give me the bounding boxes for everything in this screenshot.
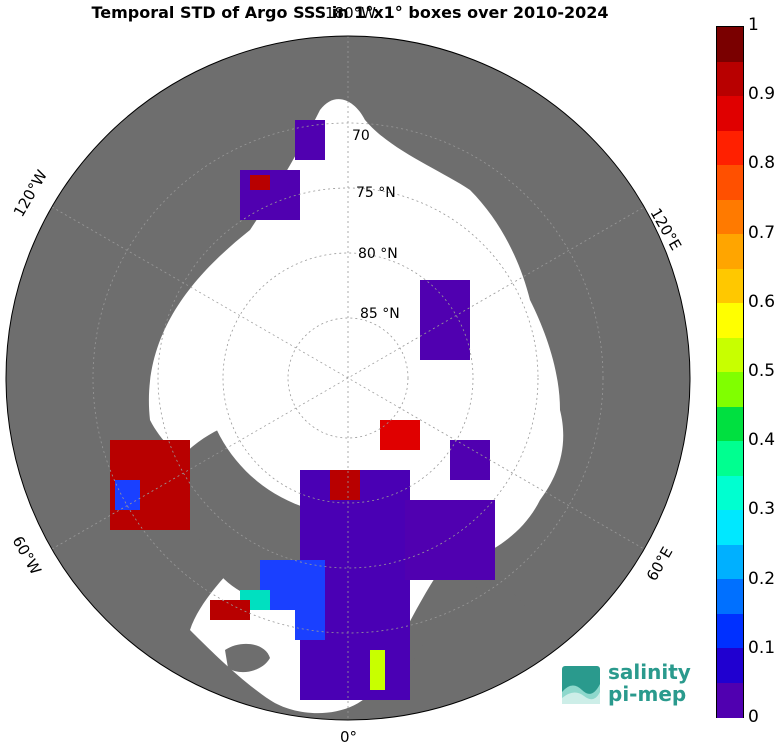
colorbar-segment	[717, 234, 743, 269]
colorbar-tick-label: 0.7	[748, 222, 776, 243]
colorbar-segment	[717, 61, 743, 97]
colorbar-segment	[717, 441, 743, 476]
colorbar-segment	[717, 27, 743, 62]
colorbar-segment	[717, 510, 743, 545]
colorbar-tick-label: 0.8	[748, 153, 776, 174]
map-title: Temporal STD of Argo SSS in 1°x1° boxes …	[91, 3, 609, 22]
colorbar-tick-label: 0	[748, 707, 759, 727]
iceland	[225, 643, 270, 673]
colorbar-segment	[717, 613, 743, 649]
colorbar-segment	[717, 475, 743, 511]
logo-line1: salinity	[608, 660, 691, 684]
colorbar-segment	[717, 682, 743, 718]
colorbar-tick-label: 0.5	[748, 361, 776, 381]
colorbar-segment	[717, 406, 743, 442]
map-boundary	[5, 35, 691, 721]
colorbar-segment	[717, 268, 743, 304]
graticule	[51, 36, 645, 720]
colorbar-segment	[717, 130, 743, 166]
logo-icon	[562, 666, 600, 704]
colorbar	[716, 26, 744, 718]
lat-label-85: 85 °N	[360, 306, 400, 322]
colorbar-segment	[717, 199, 743, 235]
lat-label-80: 80 °N	[358, 246, 398, 262]
logo-line2: pi-mep	[608, 682, 687, 706]
colorbar-tick-label: 0.6	[748, 291, 776, 312]
colorbar-tick-label: 0.3	[748, 499, 776, 520]
colorbar-segment	[717, 165, 743, 200]
lon-label-left-lower: 60°W	[9, 533, 45, 578]
colorbar-segment	[717, 96, 743, 131]
sss-std-data	[110, 120, 495, 700]
lon-label-right-lower: 60°E	[643, 544, 677, 584]
lon-label-top: 180°W	[325, 4, 376, 22]
lat-label-70: 70	[352, 128, 370, 144]
colorbar-segment	[717, 337, 743, 373]
colorbar-tick-label: 1	[748, 15, 759, 35]
colorbar-tick-label: 0.4	[748, 430, 776, 451]
colorbar-segment	[717, 544, 743, 580]
colorbar-tick-label: 0.1	[748, 637, 776, 658]
colorbar-tick-label: 0.9	[748, 84, 776, 105]
salinity-pimep-logo: salinity pi-mep	[560, 660, 710, 710]
colorbar-segment	[717, 579, 743, 614]
colorbar-segment	[717, 648, 743, 683]
lat-label-75: 75 °N	[356, 185, 396, 201]
lon-label-left-upper: 120°W	[10, 167, 51, 220]
lon-label-bottom: 0°	[340, 728, 357, 746]
colorbar-segment	[717, 372, 743, 407]
colorbar-tick-label: 0.2	[748, 568, 776, 589]
colorbar-segment	[717, 303, 743, 338]
